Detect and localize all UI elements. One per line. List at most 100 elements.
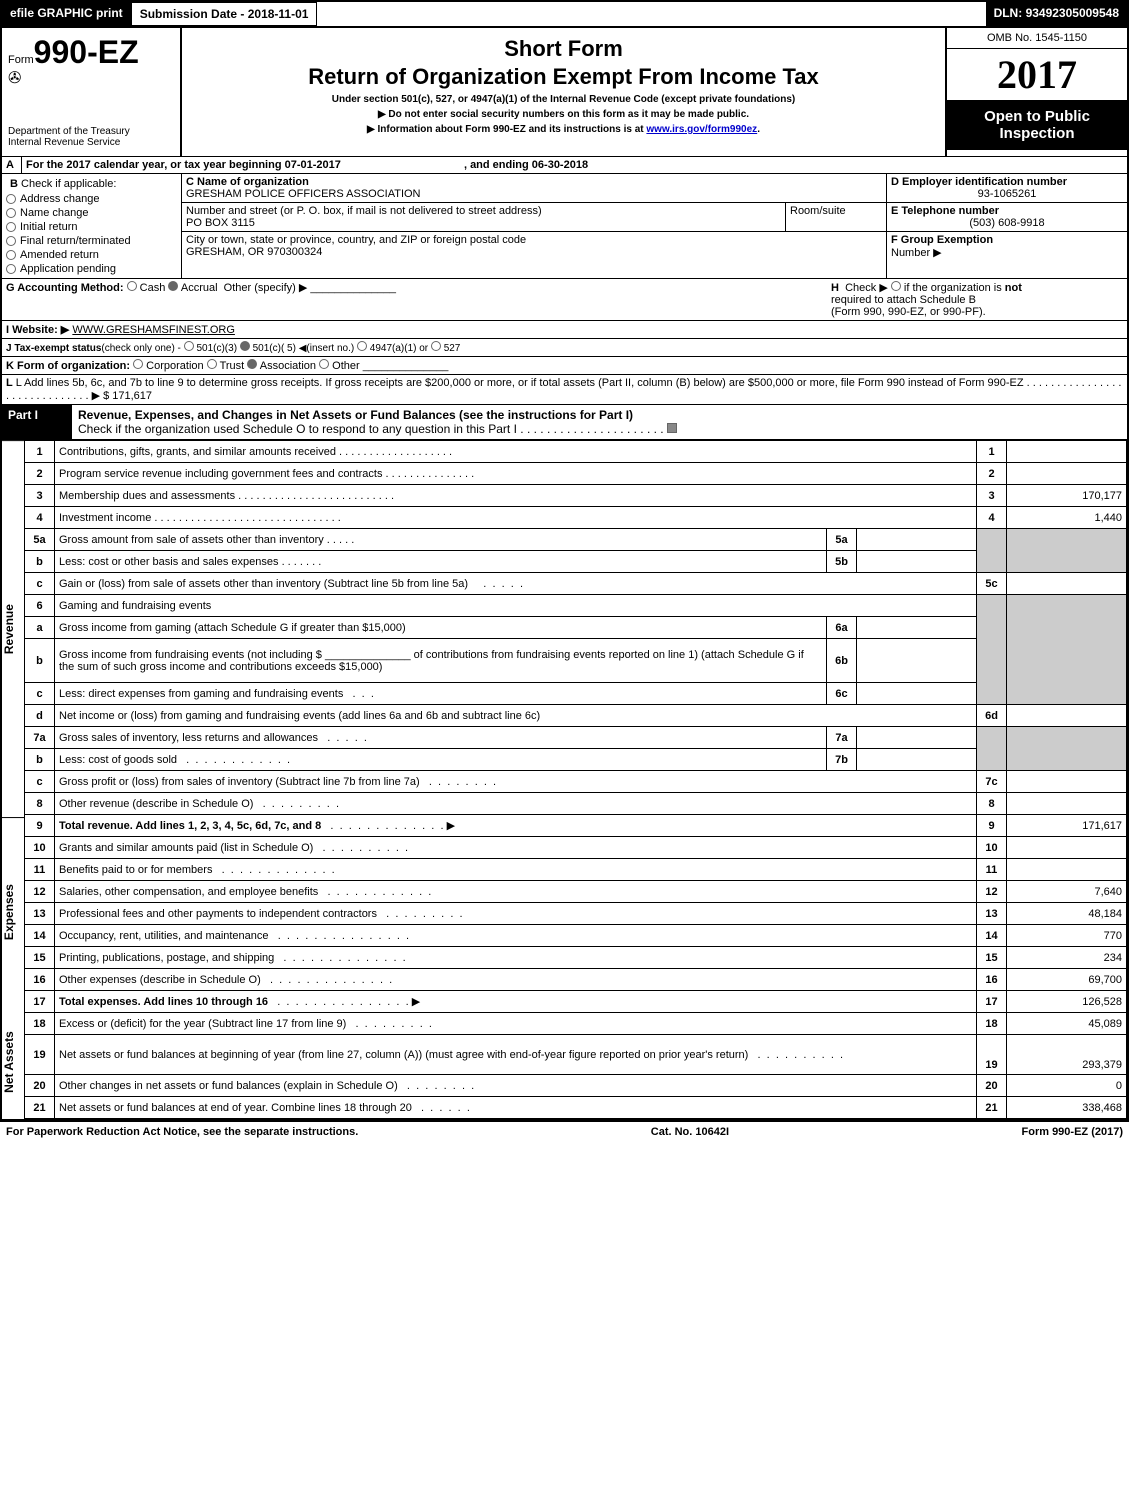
chk-initial-return[interactable] (6, 222, 16, 232)
year-box: OMB No. 1545-1150 2017 Open to Public In… (947, 28, 1127, 156)
table-row: 15 Printing, publications, postage, and s… (25, 947, 1127, 969)
l2-val (1007, 463, 1127, 485)
tax-year: 2017 (947, 49, 1127, 100)
bcdef-block: B Check if applicable: Address change Na… (2, 173, 1127, 278)
l20-desc: Other changes in net assets or fund bala… (59, 1080, 398, 1092)
addr-label: Number and street (or P. O. box, if mail… (186, 205, 781, 217)
line-h-text2: if the organization is (904, 282, 1005, 294)
l6d-idx: 6d (977, 705, 1007, 727)
table-row: cGain or (loss) from sale of assets othe… (25, 573, 1127, 595)
table-row: 21Net assets or fund balances at end of … (25, 1097, 1127, 1119)
l6d-val (1007, 705, 1127, 727)
opt-assoc: Association (260, 360, 316, 372)
chk-h[interactable] (891, 281, 901, 291)
l6c-sv (857, 683, 977, 705)
chk-final-return[interactable] (6, 236, 16, 246)
line-a: A For the 2017 calendar year, or tax yea… (2, 156, 1127, 173)
line-g-label: G Accounting Method: (6, 282, 124, 294)
l11-idx: 11 (977, 859, 1007, 881)
side-labels: Revenue Expenses Net Assets (2, 440, 24, 1119)
line-j-sub: (check only one) - (101, 343, 183, 354)
table-row: 4Investment income . . . . . . . . . . .… (25, 507, 1127, 529)
line-a-begin: 07-01-2017 (285, 159, 341, 171)
l5c-val (1007, 573, 1127, 595)
line-j: J Tax-exempt status(check only one) - 50… (2, 338, 1127, 356)
line-h-not: not (1005, 282, 1022, 294)
l5a-sn: 5a (827, 529, 857, 551)
l18-val: 45,089 (1007, 1013, 1127, 1035)
l6b-sn: 6b (827, 639, 857, 683)
open-line2: Inspection (951, 125, 1123, 142)
l14-val: 770 (1007, 925, 1127, 947)
l7a-num: 7a (25, 727, 55, 749)
radio-cash[interactable] (127, 281, 137, 291)
radio-assoc[interactable] (247, 359, 257, 369)
l14-idx: 14 (977, 925, 1007, 947)
footer-right-post: (2017) (1088, 1126, 1123, 1138)
l12-desc: Salaries, other compensation, and employ… (59, 886, 318, 898)
submission-date-value: 2018-11-01 (248, 7, 309, 21)
lines-wrap: Revenue Expenses Net Assets 1Contributio… (2, 439, 1127, 1119)
l7c-desc: Gross profit or (loss) from sales of inv… (59, 776, 420, 788)
l3-num: 3 (25, 485, 55, 507)
l17-desc: Total expenses. Add lines 10 through 16 (59, 996, 268, 1008)
line-l-text: L Add lines 5b, 6c, and 7b to line 9 to … (16, 377, 1024, 389)
radio-corp[interactable] (133, 359, 143, 369)
irs-link[interactable]: www.irs.gov/form990ez (646, 124, 757, 135)
box-c-label: C Name of organization (186, 176, 882, 188)
box-b-label: Check if applicable: (21, 178, 116, 190)
chk-name-change[interactable] (6, 208, 16, 218)
table-row: 16Other expenses (describe in Schedule O… (25, 969, 1127, 991)
box-e-label: E Telephone number (891, 205, 1123, 217)
radio-other-org[interactable] (319, 359, 329, 369)
line-h-text4: (Form 990, 990-EZ, or 990-PF). (831, 306, 986, 318)
l2-idx: 2 (977, 463, 1007, 485)
table-row: b Less: cost or other basis and sales exp… (25, 551, 1127, 573)
l6c-sn: 6c (827, 683, 857, 705)
radio-527[interactable] (431, 341, 441, 351)
radio-4947[interactable] (357, 341, 367, 351)
l12-num: 12 (25, 881, 55, 903)
table-row: bLess: cost of goods sold . . . . . . . … (25, 749, 1127, 771)
table-row: cGross profit or (loss) from sales of in… (25, 771, 1127, 793)
l8-idx: 8 (977, 793, 1007, 815)
l6b-num: b (25, 639, 55, 683)
dln-value: 93492305009548 (1026, 6, 1119, 20)
l5b-num: b (25, 551, 55, 573)
subtitle-2: ▶ Do not enter social security numbers o… (192, 109, 935, 120)
side-net-assets: Net Assets (2, 1006, 24, 1119)
radio-trust[interactable] (207, 359, 217, 369)
subtitle-3: ▶ Information about Form 990-EZ and its … (192, 124, 935, 135)
radio-501c3[interactable] (184, 341, 194, 351)
l11-desc: Benefits paid to or for members (59, 864, 212, 876)
chk-address-change[interactable] (6, 194, 16, 204)
line-j-label: J Tax-exempt status (6, 343, 101, 354)
l7b-sn: 7b (827, 749, 857, 771)
form-container: efile GRAPHIC print Submission Date - 20… (0, 0, 1129, 1121)
l13-idx: 13 (977, 903, 1007, 925)
l15-num: 15 (25, 947, 55, 969)
opt-trust: Trust (220, 360, 245, 372)
chk-application-pending-label: Application pending (20, 263, 116, 275)
chk-application-pending[interactable] (6, 264, 16, 274)
opt-527: 527 (444, 343, 461, 354)
website-value[interactable]: WWW.GRESHAMSFINEST.ORG (72, 324, 235, 336)
radio-accrual[interactable] (168, 281, 178, 291)
l5c-desc: Gain or (loss) from sale of assets other… (59, 578, 468, 590)
l5b-sn: 5b (827, 551, 857, 573)
l15-desc: Printing, publications, postage, and shi… (59, 952, 274, 964)
city-label: City or town, state or province, country… (186, 234, 882, 246)
header-row: Form990-EZ ✇ Department of the Treasury … (2, 26, 1127, 156)
part1-checkbox[interactable] (667, 423, 677, 433)
l5b-desc: Less: cost or other basis and sales expe… (59, 556, 279, 568)
line-l-amt: ▶ $ 171,617 (92, 390, 152, 402)
l7b-sv (857, 749, 977, 771)
table-row: 8Other revenue (describe in Schedule O) … (25, 793, 1127, 815)
chk-amended-return[interactable] (6, 250, 16, 260)
table-row: 5aGross amount from sale of assets other… (25, 529, 1127, 551)
opt-other: Other (specify) ▶ (224, 282, 308, 294)
radio-501c[interactable] (240, 341, 250, 351)
l6a-num: a (25, 617, 55, 639)
dept-irs: Internal Revenue Service (8, 137, 174, 148)
l15-val: 234 (1007, 947, 1127, 969)
